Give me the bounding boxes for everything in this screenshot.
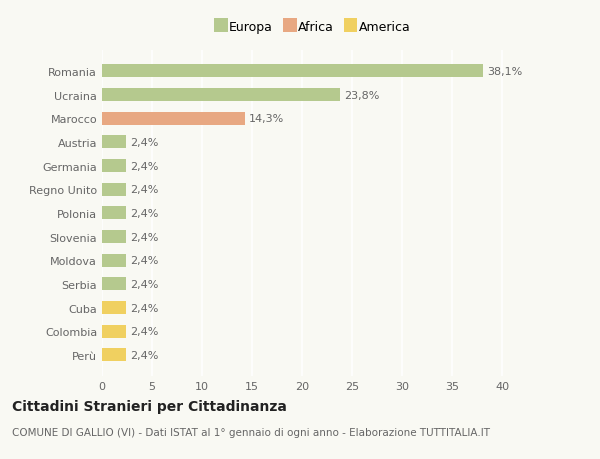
Text: COMUNE DI GALLIO (VI) - Dati ISTAT al 1° gennaio di ogni anno - Elaborazione TUT: COMUNE DI GALLIO (VI) - Dati ISTAT al 1°…	[12, 427, 490, 437]
Text: Cittadini Stranieri per Cittadinanza: Cittadini Stranieri per Cittadinanza	[12, 399, 287, 413]
Text: 2,4%: 2,4%	[130, 185, 158, 195]
Bar	[102, 112, 245, 125]
Bar	[102, 183, 126, 196]
Text: 2,4%: 2,4%	[130, 303, 158, 313]
Text: 2,4%: 2,4%	[130, 326, 158, 336]
Bar	[102, 254, 126, 267]
Text: 14,3%: 14,3%	[249, 114, 284, 124]
Bar	[102, 230, 126, 244]
Bar	[102, 325, 126, 338]
Text: 2,4%: 2,4%	[130, 256, 158, 266]
Bar	[102, 160, 126, 173]
Bar	[102, 348, 126, 362]
Text: 2,4%: 2,4%	[130, 208, 158, 218]
Text: 2,4%: 2,4%	[130, 138, 158, 148]
Bar	[102, 207, 126, 220]
Text: 2,4%: 2,4%	[130, 161, 158, 171]
Text: 2,4%: 2,4%	[130, 350, 158, 360]
Text: 2,4%: 2,4%	[130, 232, 158, 242]
Bar	[102, 65, 483, 78]
Text: 23,8%: 23,8%	[344, 90, 379, 101]
Text: 2,4%: 2,4%	[130, 279, 158, 289]
Legend: Europa, Africa, America: Europa, Africa, America	[210, 17, 414, 38]
Bar	[102, 302, 126, 314]
Bar	[102, 278, 126, 291]
Bar	[102, 89, 340, 102]
Bar	[102, 136, 126, 149]
Text: 38,1%: 38,1%	[487, 67, 522, 77]
